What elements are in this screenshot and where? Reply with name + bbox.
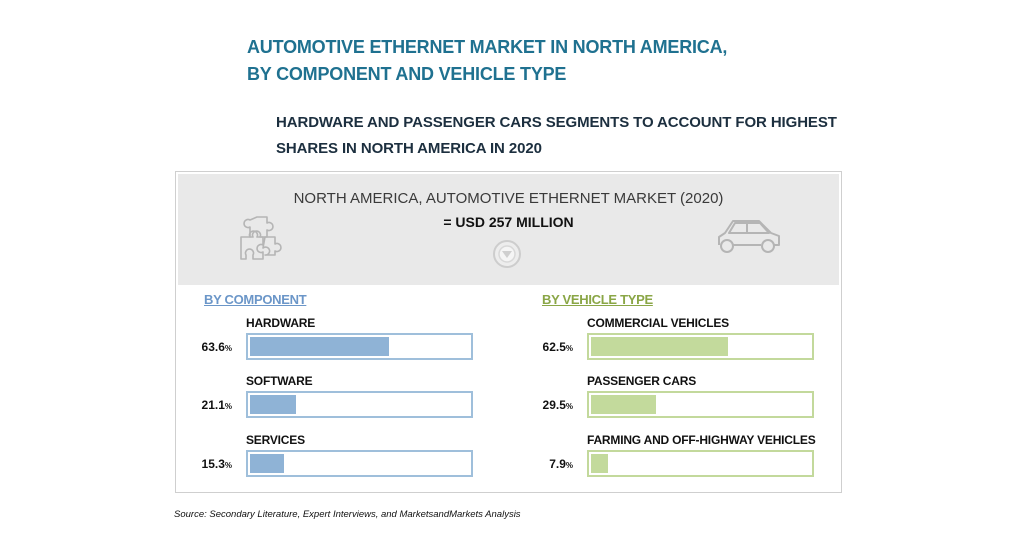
down-arrow-circle-icon bbox=[493, 240, 521, 268]
vehicle-type-panel-title: BY VEHICLE TYPE bbox=[542, 292, 653, 307]
component-bar-track-hardware bbox=[246, 333, 473, 360]
component-bar-software bbox=[250, 395, 297, 414]
chart-subtitle-line-1: HARDWARE AND PASSENGER CARS SEGMENTS TO … bbox=[276, 114, 837, 131]
vehicle-bar-track-commercial-vehicles bbox=[587, 333, 814, 360]
component-value-label-hardware: 63.6% bbox=[201, 340, 232, 354]
component-panel-title: BY COMPONENT bbox=[204, 292, 307, 307]
car-icon bbox=[718, 220, 780, 253]
vehicle-bar-track-passenger-cars bbox=[587, 391, 814, 418]
vehicle-bar-commercial-vehicles bbox=[591, 337, 728, 356]
vehicle-category-label-passenger-cars: PASSENGER CARS bbox=[587, 374, 696, 388]
market-card-header: NORTH AMERICA, AUTOMOTIVE ETHERNET MARKE… bbox=[178, 174, 839, 285]
puzzle-icon bbox=[240, 216, 282, 260]
vehicle-value-label-passenger-cars: 29.5% bbox=[542, 398, 573, 412]
component-value-label-services: 15.3% bbox=[201, 457, 232, 471]
market-card-title: NORTH AMERICA, AUTOMOTIVE ETHERNET MARKE… bbox=[293, 190, 724, 207]
vehicle-category-label-farming-and-off-highway-vehicles: FARMING AND OFF-HIGHWAY VEHICLES bbox=[587, 433, 816, 447]
chart-subtitle-line-2: SHARES IN NORTH AMERICA IN 2020 bbox=[276, 140, 542, 157]
vehicle-value-label-farming-and-off-highway-vehicles: 7.9% bbox=[549, 457, 573, 471]
vehicle-category-label-commercial-vehicles: COMMERCIAL VEHICLES bbox=[587, 316, 729, 330]
vehicle-bar-farming-and-off-highway-vehicles bbox=[591, 454, 609, 473]
chart-title: AUTOMOTIVE ETHERNET MARKET IN NORTH AMER… bbox=[247, 34, 727, 88]
component-bar-track-services bbox=[246, 450, 473, 477]
chart-title-line-2: BY COMPONENT AND VEHICLE TYPE bbox=[247, 64, 567, 84]
component-category-label-software: SOFTWARE bbox=[246, 374, 313, 388]
component-category-label-hardware: HARDWARE bbox=[246, 316, 316, 330]
vehicle-bar-passenger-cars bbox=[591, 395, 656, 414]
component-value-label-software: 21.1% bbox=[201, 398, 232, 412]
source-note: Source: Secondary Literature, Expert Int… bbox=[174, 509, 521, 520]
component-bar-hardware bbox=[250, 337, 390, 356]
component-category-label-services: SERVICES bbox=[246, 433, 305, 447]
vehicle-bar-track-farming-and-off-highway-vehicles bbox=[587, 450, 814, 477]
component-bar-track-software bbox=[246, 391, 473, 418]
vehicle-value-label-commercial-vehicles: 62.5% bbox=[542, 340, 573, 354]
market-card: NORTH AMERICA, AUTOMOTIVE ETHERNET MARKE… bbox=[175, 171, 842, 493]
market-total-value: = USD 257 MILLION bbox=[443, 214, 574, 230]
component-bar-services bbox=[250, 454, 284, 473]
chart-title-line-1: AUTOMOTIVE ETHERNET MARKET IN NORTH AMER… bbox=[247, 37, 728, 57]
chart-subtitle: HARDWARE AND PASSENGER CARS SEGMENTS TO … bbox=[276, 110, 837, 162]
